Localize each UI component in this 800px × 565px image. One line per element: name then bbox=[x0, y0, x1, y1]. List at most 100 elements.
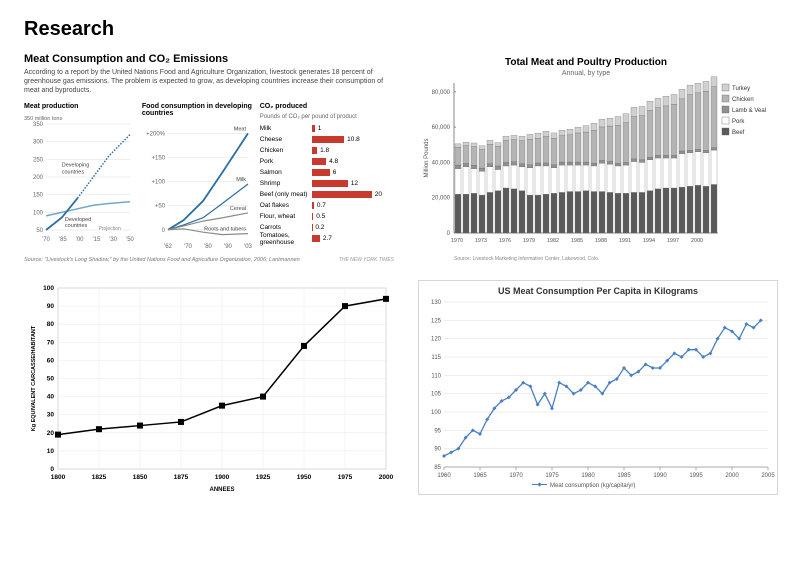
svg-text:90: 90 bbox=[434, 447, 441, 453]
svg-text:Kg EQUIVALENT CARCASSE/HABITAN: Kg EQUIVALENT CARCASSE/HABITANT bbox=[31, 325, 37, 431]
svg-text:120: 120 bbox=[431, 337, 442, 343]
co2-row: Pork4.8 bbox=[260, 156, 394, 167]
svg-text:+50: +50 bbox=[155, 204, 166, 210]
svg-text:1973: 1973 bbox=[475, 238, 487, 244]
nyt-panel: Meat Consumption and CO₂ Emissions Accor… bbox=[24, 53, 394, 268]
nyt-source: Source: "Livestock's Long Shadow," by th… bbox=[24, 257, 300, 263]
svg-text:1965: 1965 bbox=[473, 473, 487, 479]
svg-text:Million Pounds: Million Pounds bbox=[424, 138, 430, 177]
co2-row: Milk1 bbox=[260, 123, 394, 134]
svg-text:100: 100 bbox=[431, 410, 442, 416]
svg-text:Milk: Milk bbox=[236, 177, 246, 183]
svg-text:60,000: 60,000 bbox=[432, 125, 451, 131]
svg-text:1850: 1850 bbox=[133, 474, 148, 481]
page-title: Research bbox=[24, 18, 776, 41]
meat-production-col: Meat production 50100150200250300350350 … bbox=[24, 103, 136, 251]
co2-row: Cheese10.8 bbox=[260, 134, 394, 145]
svg-text:10: 10 bbox=[47, 448, 55, 455]
svg-text:40,000: 40,000 bbox=[432, 160, 451, 166]
svg-text:Meat: Meat bbox=[234, 127, 247, 133]
svg-text:+100: +100 bbox=[151, 180, 165, 186]
svg-text:1875: 1875 bbox=[174, 474, 189, 481]
svg-text:Projection: Projection bbox=[99, 226, 121, 232]
svg-text:Source: Livestock Marketing In: Source: Livestock Marketing Information … bbox=[454, 256, 599, 262]
stacked-panel: Total Meat and Poultry ProductionAnnual,… bbox=[418, 53, 778, 268]
svg-text:30: 30 bbox=[47, 412, 55, 419]
svg-text:1970: 1970 bbox=[509, 473, 523, 479]
svg-text:200: 200 bbox=[33, 175, 44, 181]
svg-text:40: 40 bbox=[47, 394, 55, 401]
svg-text:'00: '00 bbox=[76, 237, 84, 243]
svg-text:1991: 1991 bbox=[619, 238, 631, 244]
svg-text:1980: 1980 bbox=[581, 473, 595, 479]
svg-text:Annual, by type: Annual, by type bbox=[562, 70, 610, 77]
svg-text:1990: 1990 bbox=[653, 473, 667, 479]
svg-text:'80: '80 bbox=[204, 244, 212, 250]
svg-text:1985: 1985 bbox=[571, 238, 583, 244]
svg-text:'85: '85 bbox=[59, 237, 67, 243]
col2-title: Food consumption in developing countries bbox=[142, 103, 254, 117]
nyt-brand: THE NEW YORK TIMES bbox=[339, 257, 394, 263]
svg-text:50: 50 bbox=[47, 376, 55, 383]
svg-text:1979: 1979 bbox=[523, 238, 535, 244]
svg-text:1988: 1988 bbox=[595, 238, 607, 244]
col3-title: CO₂ produced bbox=[260, 103, 394, 110]
svg-text:2000: 2000 bbox=[691, 238, 703, 244]
food-consumption-col: Food consumption in developing countries… bbox=[142, 103, 254, 251]
svg-text:1950: 1950 bbox=[297, 474, 312, 481]
co2-row: Oat flakes0.7 bbox=[260, 200, 394, 211]
nyt-sub: According to a report by the United Nati… bbox=[24, 68, 384, 95]
svg-text:0: 0 bbox=[447, 231, 451, 237]
svg-text:20,000: 20,000 bbox=[432, 196, 451, 202]
svg-text:80,000: 80,000 bbox=[432, 90, 451, 96]
svg-text:US Meat Consumption Per Capita: US Meat Consumption Per Capita in Kilogr… bbox=[498, 286, 698, 296]
nyt-title: Meat Consumption and CO₂ Emissions bbox=[24, 53, 394, 65]
svg-text:60: 60 bbox=[47, 357, 55, 364]
co2-row: Beef (only meat)20 bbox=[260, 189, 394, 200]
svg-text:1800: 1800 bbox=[51, 474, 66, 481]
svg-text:350: 350 bbox=[33, 122, 44, 128]
food-consumption-chart: 0+50+100+150+200%'62'70'80'90'03MeatMilk… bbox=[142, 121, 252, 251]
svg-text:'70: '70 bbox=[42, 237, 50, 243]
svg-text:'62: '62 bbox=[164, 244, 172, 250]
svg-text:1825: 1825 bbox=[92, 474, 107, 481]
svg-text:1994: 1994 bbox=[643, 238, 655, 244]
co2-col: CO₂ produced Pounds of CO₂ per pound of … bbox=[260, 103, 394, 251]
svg-text:countries: countries bbox=[62, 170, 85, 176]
meat-production-chart: 50100150200250300350350 million tons'70'… bbox=[24, 114, 134, 244]
svg-text:1995: 1995 bbox=[689, 473, 703, 479]
svg-text:350 million tons: 350 million tons bbox=[24, 116, 62, 122]
svg-text:Meat consumption (kg/capita/yr: Meat consumption (kg/capita/yr) bbox=[550, 483, 635, 489]
svg-text:'03: '03 bbox=[244, 244, 252, 250]
stacked-chart: Total Meat and Poultry ProductionAnnual,… bbox=[418, 53, 778, 263]
svg-text:Lamb & Veal: Lamb & Veal bbox=[732, 108, 766, 114]
svg-text:110: 110 bbox=[431, 373, 441, 379]
svg-text:Chicken: Chicken bbox=[732, 97, 754, 103]
svg-text:0: 0 bbox=[162, 228, 166, 234]
svg-text:250: 250 bbox=[33, 158, 44, 164]
carcass-panel: 0102030405060708090100180018251850187519… bbox=[24, 280, 394, 500]
svg-text:Developing: Developing bbox=[62, 163, 90, 169]
svg-text:Roots and tubers: Roots and tubers bbox=[204, 227, 246, 233]
percap-panel: US Meat Consumption Per Capita in Kilogr… bbox=[418, 280, 778, 500]
co2-bars: Milk1Cheese10.8Chicken1.8Pork4.8Salmon6S… bbox=[260, 123, 394, 244]
svg-text:1900: 1900 bbox=[215, 474, 230, 481]
svg-text:1985: 1985 bbox=[617, 473, 631, 479]
svg-text:1925: 1925 bbox=[256, 474, 271, 481]
svg-text:ANNEES: ANNEES bbox=[209, 487, 234, 493]
svg-text:'30: '30 bbox=[109, 237, 117, 243]
svg-text:150: 150 bbox=[33, 193, 44, 199]
svg-text:Beef: Beef bbox=[732, 130, 745, 136]
svg-text:70: 70 bbox=[47, 339, 55, 346]
svg-text:'70: '70 bbox=[184, 244, 192, 250]
svg-text:'50: '50 bbox=[126, 237, 134, 243]
svg-text:100: 100 bbox=[33, 211, 44, 217]
svg-text:2000: 2000 bbox=[379, 474, 394, 481]
svg-text:+150: +150 bbox=[151, 156, 165, 162]
svg-text:90: 90 bbox=[47, 303, 55, 310]
co2-row: Salmon6 bbox=[260, 167, 394, 178]
svg-text:+200%: +200% bbox=[146, 132, 166, 138]
svg-text:2000: 2000 bbox=[725, 473, 739, 479]
svg-text:85: 85 bbox=[434, 465, 441, 471]
svg-text:Turkey: Turkey bbox=[732, 86, 750, 92]
